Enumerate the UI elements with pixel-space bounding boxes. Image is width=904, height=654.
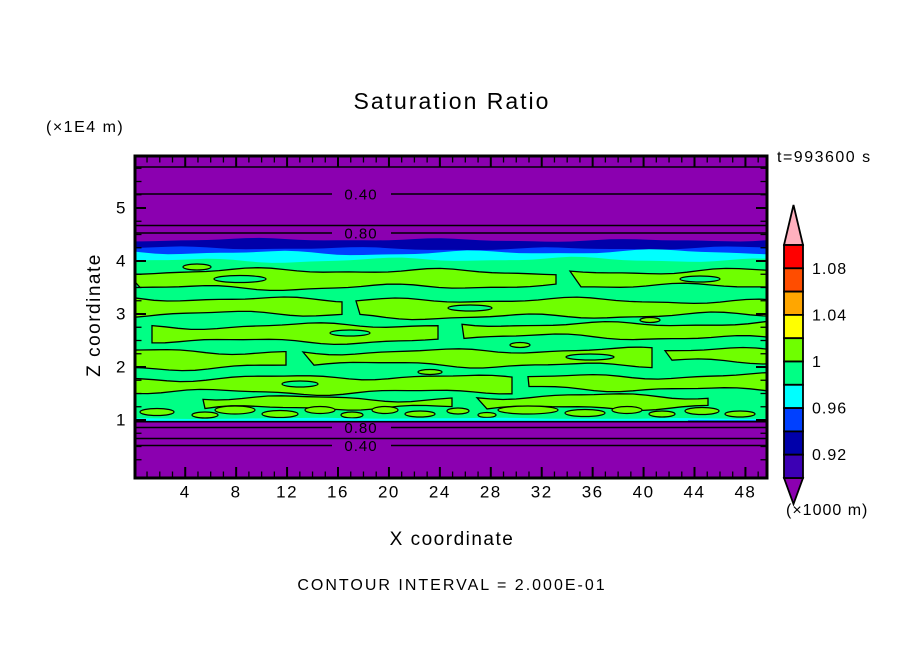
x-tick-label: 48 [734,483,756,502]
colorbar-arrow-bottom [782,477,805,507]
colorbar-segment [783,337,804,363]
colorbar-label: 1.08 [812,261,847,278]
contour-speckle [564,408,606,418]
contour-speckle [261,409,299,419]
contour-band-chartreuse [135,374,513,397]
contour-speckle [446,407,470,415]
x-tick-label: 20 [378,483,400,502]
contour-band-chartreuse [475,393,709,412]
contour-speckle [724,410,756,418]
plot-frame [133,154,769,480]
x-tick-label: 32 [531,483,553,502]
x-tick-label: 44 [684,483,706,502]
x-tick-label: 24 [429,483,451,502]
colorbar-segment [783,407,804,433]
colorbar-arrow-top [782,204,805,246]
contour-speckle [371,405,399,415]
x-tick-label: 4 [180,483,191,502]
contour-dot-chartreuse [182,263,212,271]
contour-island-green [447,304,493,312]
y-axis-title: Z coordinate [84,253,105,377]
colorbar-label: 0.96 [812,401,847,418]
contour-line-label: 0.80 [344,420,377,437]
contour-band-chartreuse [355,296,767,321]
x-tick-label: 16 [327,483,349,502]
timestamp-label: t=993600 s [777,149,872,166]
contour-band-chartreuse [527,372,767,393]
contour-line-label: 0.80 [344,226,377,243]
contour-band-chartreuse [135,267,557,292]
x-tick-label: 8 [231,483,242,502]
contour-band-chartreuse [151,322,439,346]
colorbar-segment [783,244,804,270]
contour-island-green [213,274,267,284]
contour-band-chartreuse [135,348,287,372]
x-axis-title: X coordinate [389,529,515,550]
contour-speckle [139,407,175,417]
x-tick-label: 40 [633,483,655,502]
x-tick-label: 12 [276,483,298,502]
contour-band-chartreuse [568,267,767,288]
contour-band-chartreuse [663,346,767,365]
contour-speckle [477,411,497,419]
colorbar-segment [783,360,804,386]
x-axis-unit-label: (×1000 m) [786,502,869,519]
y-tick-label: 1 [116,411,127,430]
colorbar-segment [783,313,804,340]
y-tick-label: 5 [116,199,127,218]
y-tick-label: 3 [116,305,127,324]
contour-speckle [684,406,720,416]
colorbar-segment [783,267,804,293]
y-tick-label: 2 [116,358,127,377]
contour-island-green [329,329,371,337]
contour-speckle [304,405,336,415]
x-tick-label: 28 [480,483,502,502]
contour-island-green [565,353,615,361]
contour-line-label: 0.40 [344,438,377,455]
contour-speckle [648,410,676,418]
contour-dot-chartreuse [509,341,531,349]
field-bottom-purple [135,421,767,478]
plot-area: 0.400.800.800.40 [135,156,767,478]
contour-band-chartreuse [461,320,767,341]
y-tick-label: 4 [116,252,127,271]
contour-dot-chartreuse [417,368,443,376]
contour-island-green [281,380,319,388]
contour-speckle [404,410,436,418]
page-title: Saturation Ratio [353,88,551,114]
y-axis-unit-label: (×1E4 m) [46,119,125,136]
x-tick-label: 36 [582,483,604,502]
contour-band-chartreuse [301,346,653,369]
colorbar-label: 1 [812,354,822,371]
contour-speckle [214,405,256,415]
contour-speckle [191,411,219,419]
contour-speckle [611,405,643,415]
contour-dot-chartreuse [639,316,661,324]
contour-speckle [340,411,364,419]
colorbar-label: 1.04 [812,307,847,324]
contour-interval-note: CONTOUR INTERVAL = 2.000E-01 [297,577,607,594]
colorbar-segment [783,383,804,409]
colorbar-segment [783,453,804,479]
contour-band-chartreuse [135,296,343,318]
colorbar-segment [783,430,804,456]
colorbar-label: 0.92 [812,447,847,464]
contour-speckle [497,405,559,415]
contour-line-label: 0.40 [344,187,377,204]
contour-island-green [679,275,721,283]
colorbar-segment [783,290,804,316]
